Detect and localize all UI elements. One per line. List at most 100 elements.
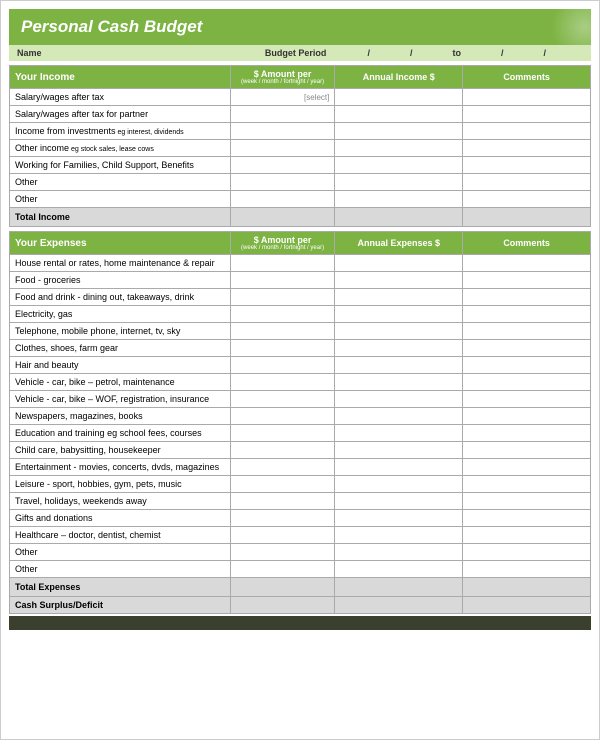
expenses-total-comments — [463, 578, 591, 597]
expense-annual-cell[interactable] — [335, 459, 463, 476]
expense-row: Newspapers, magazines, books — [10, 408, 591, 425]
income-amount-cell[interactable] — [230, 174, 335, 191]
income-label: Other — [10, 191, 231, 208]
expense-annual-cell[interactable] — [335, 391, 463, 408]
income-annual-cell[interactable] — [335, 174, 463, 191]
expense-row: Vehicle - car, bike – WOF, registration,… — [10, 391, 591, 408]
expense-amount-cell[interactable] — [230, 391, 335, 408]
income-annual-cell[interactable] — [335, 191, 463, 208]
expense-amount-cell[interactable] — [230, 476, 335, 493]
expense-amount-cell[interactable] — [230, 442, 335, 459]
expense-comments-cell[interactable] — [463, 476, 591, 493]
income-comments-header: Comments — [463, 66, 591, 89]
expense-annual-cell[interactable] — [335, 408, 463, 425]
expense-comments-cell[interactable] — [463, 340, 591, 357]
income-annual-cell[interactable] — [335, 140, 463, 157]
expense-amount-cell[interactable] — [230, 544, 335, 561]
expense-amount-cell[interactable] — [230, 374, 335, 391]
income-comments-cell[interactable] — [463, 174, 591, 191]
income-comments-cell[interactable] — [463, 191, 591, 208]
income-amount-cell[interactable] — [230, 157, 335, 174]
expense-amount-cell[interactable] — [230, 510, 335, 527]
expense-amount-cell[interactable] — [230, 459, 335, 476]
expense-amount-cell[interactable] — [230, 493, 335, 510]
income-amount-cell[interactable] — [230, 123, 335, 140]
expense-comments-cell[interactable] — [463, 357, 591, 374]
income-amount-cell[interactable] — [230, 191, 335, 208]
expense-comments-cell[interactable] — [463, 493, 591, 510]
income-amount-cell[interactable]: [select] — [230, 89, 335, 106]
expense-label: Food - groceries — [10, 272, 231, 289]
income-comments-cell[interactable] — [463, 89, 591, 106]
expense-amount-cell[interactable] — [230, 255, 335, 272]
income-amount-cell[interactable] — [230, 140, 335, 157]
expense-annual-cell[interactable] — [335, 425, 463, 442]
expense-annual-cell[interactable] — [335, 306, 463, 323]
expense-amount-cell[interactable] — [230, 357, 335, 374]
expense-row: Food - groceries — [10, 272, 591, 289]
expense-comments-cell[interactable] — [463, 459, 591, 476]
expense-comments-cell[interactable] — [463, 408, 591, 425]
expense-comments-cell[interactable] — [463, 391, 591, 408]
income-annual-cell[interactable] — [335, 106, 463, 123]
expense-annual-cell[interactable] — [335, 442, 463, 459]
income-comments-cell[interactable] — [463, 106, 591, 123]
expense-amount-cell[interactable] — [230, 408, 335, 425]
income-comments-cell[interactable] — [463, 123, 591, 140]
expense-annual-cell[interactable] — [335, 357, 463, 374]
expense-comments-cell[interactable] — [463, 374, 591, 391]
expense-amount-cell[interactable] — [230, 289, 335, 306]
expense-annual-cell[interactable] — [335, 561, 463, 578]
expense-annual-cell[interactable] — [335, 544, 463, 561]
to-label: to — [452, 48, 461, 58]
page: Personal Cash Budget Name Budget Period … — [0, 0, 600, 740]
expense-annual-cell[interactable] — [335, 340, 463, 357]
expense-annual-cell[interactable] — [335, 272, 463, 289]
income-header: Your Income — [10, 66, 231, 89]
expense-amount-cell[interactable] — [230, 425, 335, 442]
income-label: Other — [10, 174, 231, 191]
income-annual-cell[interactable] — [335, 89, 463, 106]
amount-header-text: $ Amount per — [254, 235, 312, 245]
expense-annual-cell[interactable] — [335, 374, 463, 391]
expense-comments-cell[interactable] — [463, 306, 591, 323]
expense-comments-cell[interactable] — [463, 561, 591, 578]
income-amount-cell[interactable] — [230, 106, 335, 123]
expense-annual-cell[interactable] — [335, 255, 463, 272]
expense-comments-cell[interactable] — [463, 425, 591, 442]
expense-comments-cell[interactable] — [463, 255, 591, 272]
expense-annual-cell[interactable] — [335, 493, 463, 510]
expense-amount-cell[interactable] — [230, 527, 335, 544]
expense-comments-cell[interactable] — [463, 544, 591, 561]
income-comments-cell[interactable] — [463, 157, 591, 174]
info-row: Name Budget Period / / to / / — [9, 45, 591, 61]
expense-annual-cell[interactable] — [335, 323, 463, 340]
income-total-amount — [230, 208, 335, 227]
expense-amount-cell[interactable] — [230, 306, 335, 323]
expense-comments-cell[interactable] — [463, 272, 591, 289]
income-amount-header: $ Amount per(week / month / fortnight / … — [230, 66, 335, 89]
income-label: Income from investments eg interest, div… — [10, 123, 231, 140]
expense-annual-cell[interactable] — [335, 289, 463, 306]
expense-row: Entertainment - movies, concerts, dvds, … — [10, 459, 591, 476]
income-total-label: Total Income — [10, 208, 231, 227]
amount-header-text: $ Amount per — [254, 69, 312, 79]
expense-row: Electricity, gas — [10, 306, 591, 323]
expense-comments-cell[interactable] — [463, 527, 591, 544]
expense-amount-cell[interactable] — [230, 272, 335, 289]
income-annual-cell[interactable] — [335, 157, 463, 174]
expense-comments-cell[interactable] — [463, 323, 591, 340]
expense-comments-cell[interactable] — [463, 510, 591, 527]
expense-row: Vehicle - car, bike – petrol, maintenanc… — [10, 374, 591, 391]
income-annual-cell[interactable] — [335, 123, 463, 140]
expense-comments-cell[interactable] — [463, 442, 591, 459]
expense-amount-cell[interactable] — [230, 340, 335, 357]
expense-label: Newspapers, magazines, books — [10, 408, 231, 425]
expense-comments-cell[interactable] — [463, 289, 591, 306]
expense-annual-cell[interactable] — [335, 476, 463, 493]
income-comments-cell[interactable] — [463, 140, 591, 157]
expense-amount-cell[interactable] — [230, 323, 335, 340]
expense-annual-cell[interactable] — [335, 510, 463, 527]
expense-annual-cell[interactable] — [335, 527, 463, 544]
expense-amount-cell[interactable] — [230, 561, 335, 578]
